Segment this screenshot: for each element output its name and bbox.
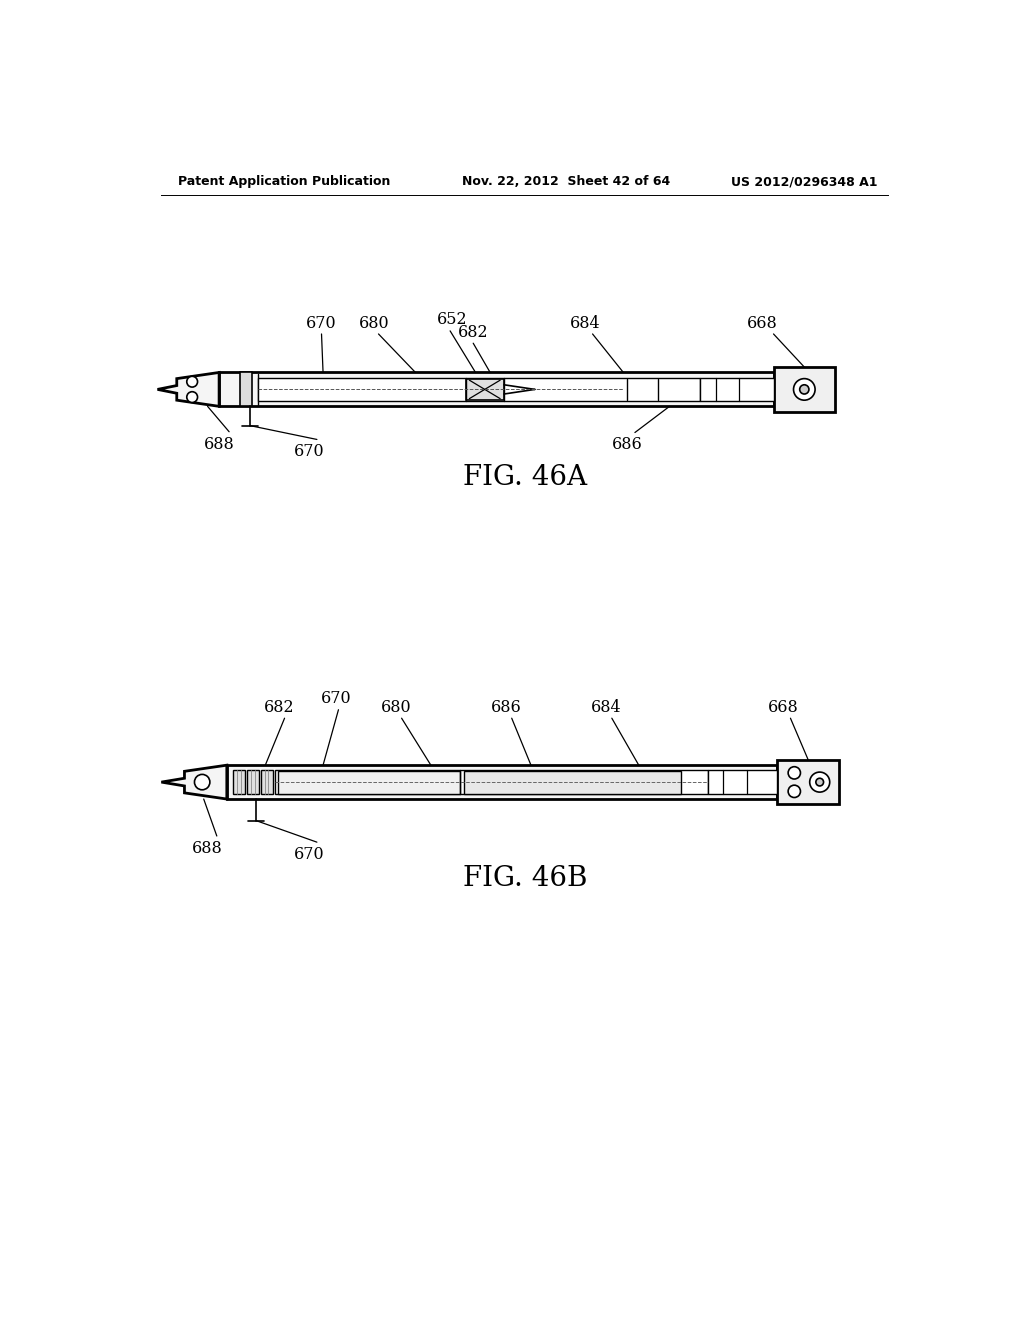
Bar [466,379,504,400]
Text: 682: 682 [458,323,488,341]
Text: Patent Application Publication: Patent Application Publication [178,176,391,187]
Text: FIG. 46A: FIG. 46A [463,465,587,491]
Text: 680: 680 [358,314,389,331]
Bar [464,771,681,793]
Circle shape [794,379,815,400]
Circle shape [800,385,809,395]
Text: 680: 680 [381,698,412,715]
Text: 670: 670 [294,444,325,461]
Bar [261,770,273,795]
Bar [279,771,461,793]
Text: 670: 670 [306,314,337,331]
Bar [219,372,773,407]
Circle shape [816,779,823,785]
Bar [777,760,839,804]
Polygon shape [158,372,219,407]
Circle shape [788,785,801,797]
Circle shape [186,392,198,403]
Bar [247,770,259,795]
Text: 682: 682 [264,698,295,715]
Text: 688: 688 [193,840,223,857]
Bar [226,766,777,799]
Text: US 2012/0296348 A1: US 2012/0296348 A1 [731,176,878,187]
Text: 670: 670 [294,846,325,863]
Bar [258,378,700,401]
Bar [773,367,836,412]
Text: 684: 684 [569,314,600,331]
Text: 670: 670 [321,690,351,708]
Circle shape [810,772,829,792]
Bar [233,770,246,795]
Text: 686: 686 [490,698,521,715]
Polygon shape [162,766,226,799]
Circle shape [186,376,198,387]
Text: 686: 686 [611,436,643,453]
Bar [700,378,773,401]
Text: 684: 684 [591,698,622,715]
Text: 688: 688 [204,436,234,453]
Text: FIG. 46B: FIG. 46B [463,865,587,892]
Text: 652: 652 [437,310,468,327]
Bar [274,770,708,795]
Text: 668: 668 [746,314,777,331]
Circle shape [788,767,801,779]
Text: Nov. 22, 2012  Sheet 42 of 64: Nov. 22, 2012 Sheet 42 of 64 [462,176,670,187]
Circle shape [195,775,210,789]
Text: 668: 668 [768,698,799,715]
Bar [708,770,777,795]
Bar [240,372,252,407]
